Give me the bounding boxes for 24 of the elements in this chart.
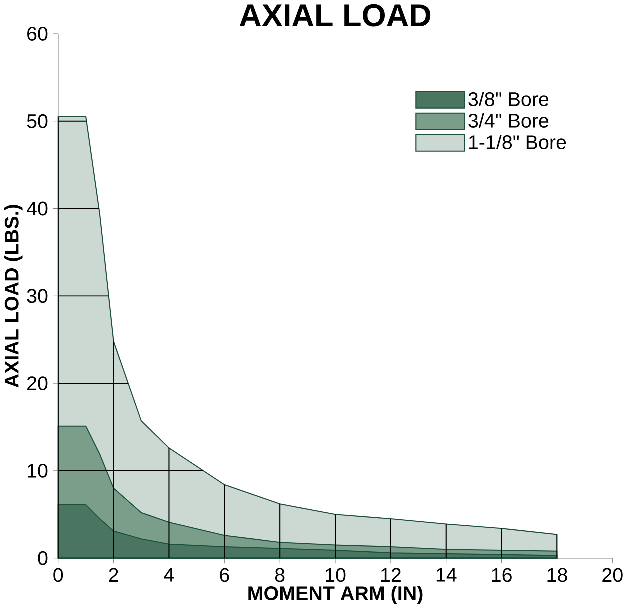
y-tick-label: 0 — [38, 551, 48, 566]
x-axis-title: MOMENT ARM (IN) — [248, 586, 423, 604]
x-tick-label: 12 — [381, 568, 401, 582]
y-tick-label: 30 — [27, 289, 48, 304]
x-tick-label: 10 — [326, 568, 346, 582]
x-tick-label: 2 — [109, 568, 118, 582]
legend-label: 1-1/8" Bore — [469, 135, 566, 150]
y-tick-label: 40 — [26, 202, 48, 216]
x-tick-label: 8 — [275, 568, 285, 582]
x-tick-label: 0 — [54, 568, 64, 582]
legend-label: 3/8" Bore — [468, 92, 549, 107]
x-tick-label: 6 — [220, 568, 230, 582]
x-tick-label: 18 — [548, 568, 568, 582]
y-tick-label: 60 — [28, 27, 48, 42]
chart-title: AXIAL LOAD — [240, 4, 431, 27]
x-tick-label: 20 — [602, 568, 623, 582]
y-tick-label: 50 — [27, 114, 48, 128]
legend-label: 3/4" Bore — [468, 114, 549, 128]
y-tick-label: 20 — [28, 376, 48, 391]
x-tick-label: 14 — [436, 568, 457, 582]
y-tick-label: 10 — [28, 464, 48, 478]
x-tick-label: 16 — [492, 568, 512, 582]
y-axis-title: AXIAL LOAD (LBS.) — [4, 205, 23, 388]
x-tick-label: 4 — [164, 568, 174, 582]
